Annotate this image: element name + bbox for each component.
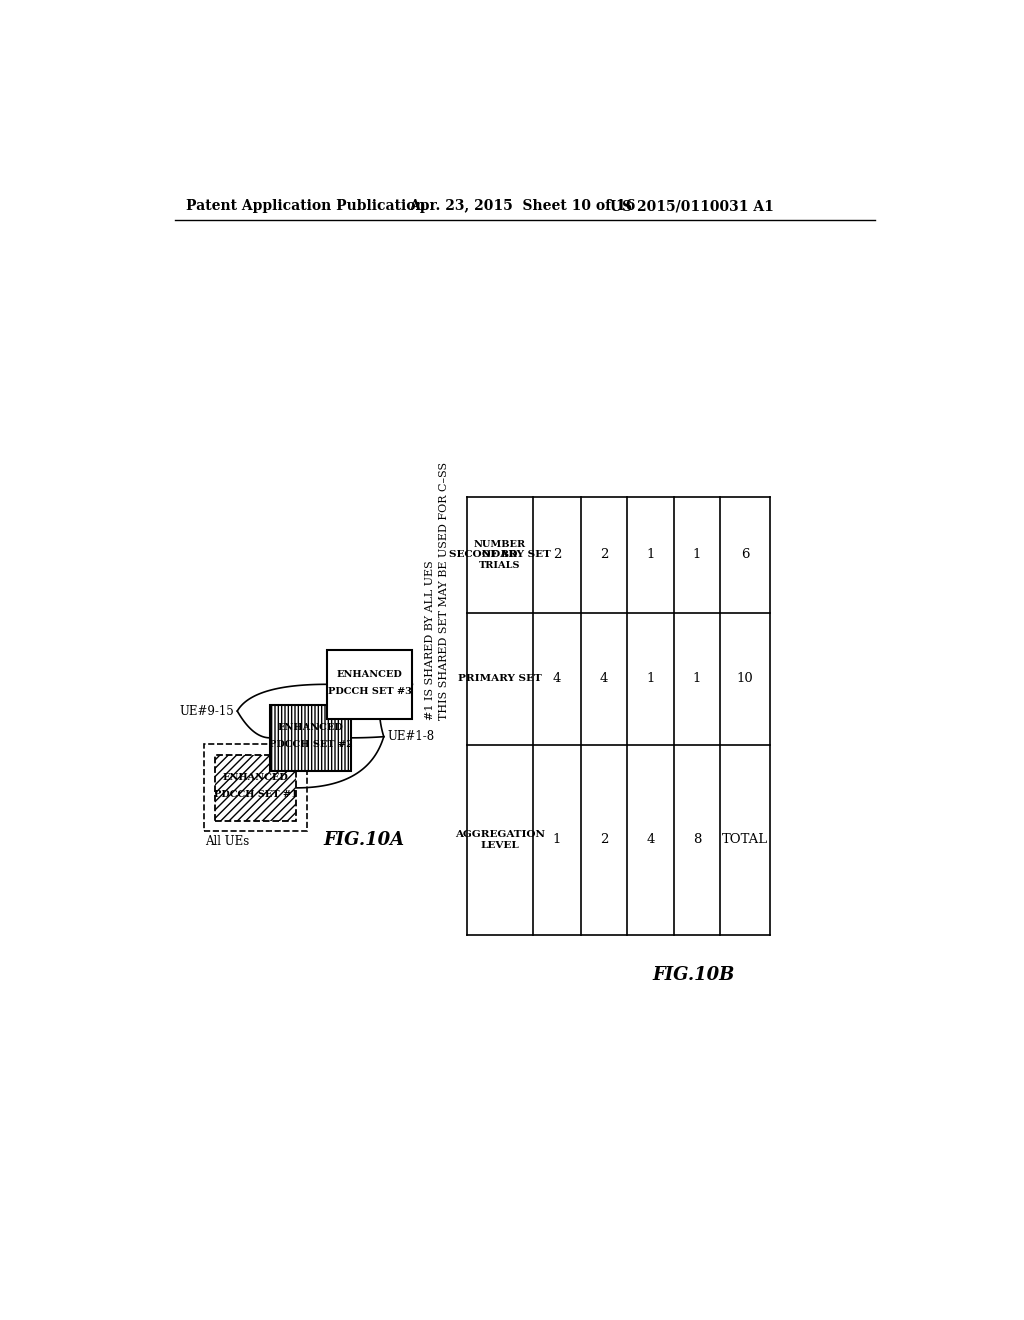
Text: Patent Application Publication: Patent Application Publication (186, 199, 426, 213)
Text: 6: 6 (740, 548, 750, 561)
Text: US 2015/0110031 A1: US 2015/0110031 A1 (610, 199, 774, 213)
Text: 8: 8 (692, 833, 701, 846)
Text: ENHANCED: ENHANCED (278, 723, 343, 733)
Text: SECONDARY SET: SECONDARY SET (450, 550, 551, 560)
Text: 4: 4 (553, 672, 561, 685)
Text: AGGREGATION
LEVEL: AGGREGATION LEVEL (455, 830, 545, 850)
Bar (328, 649, 413, 719)
Text: 4: 4 (646, 833, 654, 846)
Text: FIG.10A: FIG.10A (324, 830, 404, 849)
Text: PDCCH SET #3: PDCCH SET #3 (328, 686, 412, 696)
Text: THIS SHARED SET MAY BE USED FOR C–SS: THIS SHARED SET MAY BE USED FOR C–SS (438, 462, 449, 721)
Text: PDCCH SET #2: PDCCH SET #2 (268, 741, 352, 750)
Text: UE#1-8: UE#1-8 (388, 730, 435, 743)
Text: #1 IS SHARED BY ALL UES: #1 IS SHARED BY ALL UES (425, 561, 435, 721)
Text: 2: 2 (600, 833, 608, 846)
Text: FIG.10B: FIG.10B (652, 966, 735, 983)
Bar (204, 744, 307, 832)
Text: ENHANCED: ENHANCED (337, 669, 402, 678)
Text: 2: 2 (553, 548, 561, 561)
Text: 4: 4 (600, 672, 608, 685)
Bar (215, 755, 296, 821)
Text: Apr. 23, 2015  Sheet 10 of 16: Apr. 23, 2015 Sheet 10 of 16 (410, 199, 636, 213)
Text: 1: 1 (692, 672, 701, 685)
Text: ENHANCED: ENHANCED (222, 774, 289, 783)
Text: TOTAL: TOTAL (722, 833, 768, 846)
Text: All UEs: All UEs (206, 836, 250, 849)
Text: NUMBER
OF BD
TRIALS: NUMBER OF BD TRIALS (474, 540, 526, 570)
Text: 1: 1 (692, 548, 701, 561)
Text: 2: 2 (600, 548, 608, 561)
Text: 1: 1 (646, 672, 654, 685)
Text: PDCCH SET #1: PDCCH SET #1 (214, 791, 297, 800)
Text: UE#9-15: UE#9-15 (179, 705, 234, 718)
Text: 10: 10 (736, 672, 754, 685)
Text: PRIMARY SET: PRIMARY SET (458, 675, 542, 684)
Text: 1: 1 (646, 548, 654, 561)
Text: 1: 1 (553, 833, 561, 846)
Bar (270, 705, 351, 771)
